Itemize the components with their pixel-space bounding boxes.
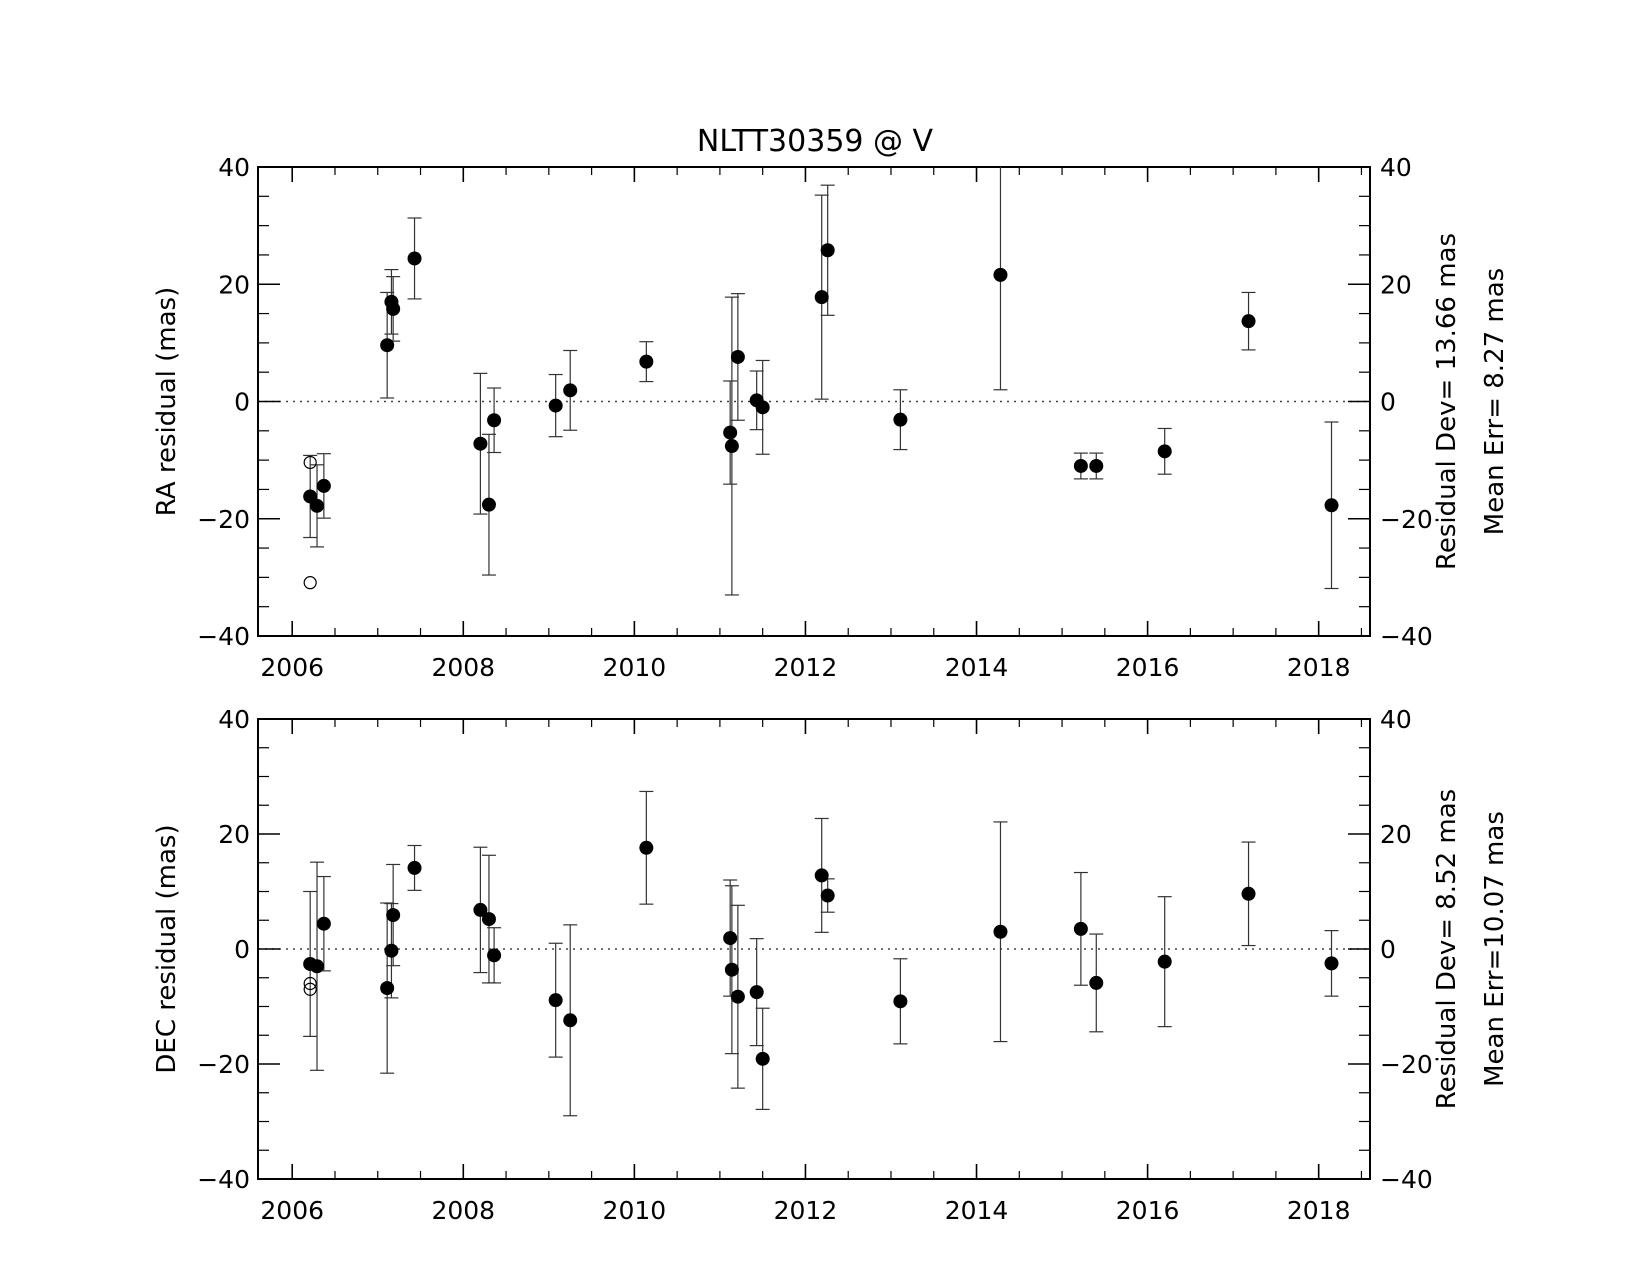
data-point [407, 860, 422, 875]
data-point [1241, 314, 1256, 329]
x-tick-label: 2006 [260, 1196, 324, 1225]
data-point [316, 478, 331, 493]
data-point [1073, 458, 1088, 473]
y-tick-label-left: 0 [234, 935, 250, 964]
dec-residual-panel: 2006 2008 2010 2012 2014 2016 2018 −40 −40 −20 −20… [152, 705, 1510, 1225]
data-point [548, 993, 563, 1008]
data-point [639, 354, 654, 369]
y-tick-label-left: −40 [197, 622, 250, 651]
residual-dev-annotation: Residual Dev= 8.52 mas [1432, 789, 1462, 1109]
data-point [310, 959, 325, 974]
data-point [548, 398, 563, 413]
y-tick-label-right: −40 [1380, 622, 1433, 651]
y-tick-label-left: 40 [218, 705, 250, 734]
rejected-data-point [303, 576, 317, 590]
data-point [473, 436, 488, 451]
y-tick-label-right: −20 [1380, 505, 1433, 534]
y-tick-label-right: 40 [1380, 705, 1412, 734]
data-point [814, 290, 829, 305]
data-point [487, 948, 502, 963]
data-point [563, 1013, 578, 1028]
mean-err-annotation: Mean Err= 8.27 mas [1480, 268, 1510, 535]
y-axis-title: RA residual (mas) [152, 287, 182, 516]
data-point [820, 243, 835, 258]
data-point [407, 251, 422, 266]
y-tick-label-left: 20 [218, 270, 250, 299]
data-point [723, 931, 738, 946]
data-point [730, 989, 745, 1004]
y-tick-label-left: −20 [197, 1050, 250, 1079]
x-tick-label: 2016 [1116, 1196, 1180, 1225]
y-tick-label-left: −20 [197, 505, 250, 534]
data-point [993, 924, 1008, 939]
data-point [380, 981, 395, 996]
data-point [1241, 886, 1256, 901]
y-tick-label-right: 0 [1380, 935, 1396, 964]
y-tick-label-right: −40 [1380, 1165, 1433, 1194]
data-point [893, 994, 908, 1009]
mean-err-annotation: Mean Err=10.07 mas [1480, 811, 1510, 1087]
data-point [724, 439, 739, 454]
y-tick-label-left: −40 [197, 1165, 250, 1194]
y-tick-label-right: 20 [1380, 270, 1412, 299]
x-tick-label: 2016 [1116, 653, 1180, 682]
data-point [723, 425, 738, 440]
rejected-data-point [303, 976, 317, 991]
x-tick-label: 2018 [1287, 653, 1351, 682]
data-point [563, 383, 578, 398]
x-tick-label: 2008 [431, 653, 495, 682]
residual-dev-annotation: Residual Dev= 13.66 mas [1432, 233, 1462, 570]
x-tick-label: 2010 [603, 653, 667, 682]
x-tick-label: 2006 [260, 653, 324, 682]
data-point [481, 912, 496, 927]
data-point [386, 301, 401, 316]
data-point [1157, 954, 1172, 969]
x-tick-label: 2012 [774, 1196, 838, 1225]
data-point [380, 338, 395, 353]
x-tick-label: 2008 [431, 1196, 495, 1225]
x-tick-label: 2010 [603, 1196, 667, 1225]
data-point [1324, 956, 1339, 971]
data-point [1324, 498, 1339, 513]
y-tick-label-left: 0 [234, 388, 250, 417]
data-point [755, 400, 770, 415]
data-point [316, 916, 331, 931]
data-point [724, 962, 739, 977]
x-tick-label: 2018 [1287, 1196, 1351, 1225]
data-point [814, 868, 829, 883]
y-tick-label-left: 40 [218, 153, 250, 182]
data-point [1157, 444, 1172, 459]
data-point [481, 497, 496, 512]
data-point [993, 267, 1008, 282]
y-tick-label-right: 20 [1380, 820, 1412, 849]
data-point [639, 840, 654, 855]
x-tick-label: 2014 [945, 1196, 1009, 1225]
data-point [1089, 458, 1104, 473]
ra-residual-panel: 2006 2008 2010 2012 2014 2016 2018 −40 −40 −20 −20… [152, 153, 1510, 682]
data-point [755, 1051, 770, 1066]
rejected-data-point [303, 455, 317, 470]
rejected-data-point [303, 982, 317, 996]
x-tick-label: 2012 [774, 653, 838, 682]
data-point [487, 413, 502, 428]
y-tick-label-right: 0 [1380, 388, 1396, 417]
data-point [310, 498, 325, 513]
y-tick-label-right: −20 [1380, 1050, 1433, 1079]
data-point [1089, 975, 1104, 990]
data-point [384, 943, 399, 958]
y-tick-label-right: 40 [1380, 153, 1412, 182]
data-point [893, 412, 908, 427]
data-point [473, 902, 488, 917]
data-point [386, 908, 401, 923]
data-point [749, 985, 764, 1000]
y-tick-label-left: 20 [218, 820, 250, 849]
data-point [820, 888, 835, 903]
figure-title: NLTT30359 @ V [697, 124, 934, 159]
data-point [1073, 921, 1088, 936]
x-tick-label: 2014 [945, 653, 1009, 682]
data-point [730, 349, 745, 364]
y-axis-title: DEC residual (mas) [152, 824, 182, 1073]
